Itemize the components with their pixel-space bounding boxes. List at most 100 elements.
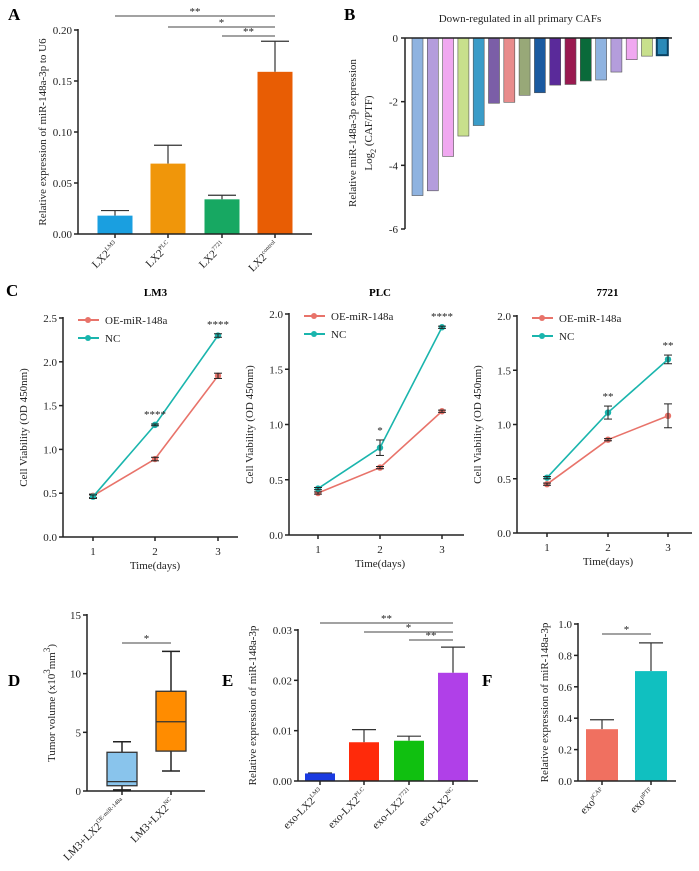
y-axis-label: Relative expression of miR-148a-3p to U6 — [37, 38, 49, 226]
significance-label: * — [406, 622, 412, 634]
x-category-label: LM3+LX2OE-miR-148a — [61, 796, 128, 863]
bar — [641, 37, 653, 57]
label-part: 7721 — [398, 787, 411, 800]
y-tick-label: 0.5 — [497, 474, 511, 486]
y-axis-label: Tumor volume (x103mm3) — [42, 644, 58, 762]
label-part: exo-LX2 — [326, 794, 363, 831]
y-axis-label: Cell Viability (OD 450nm) — [18, 368, 30, 487]
significance-label: * — [624, 624, 630, 636]
label-part: Tumor volume (x10 — [46, 673, 58, 762]
significance-label: * — [219, 17, 225, 29]
x-tick-label: 2 — [605, 542, 611, 554]
bar — [595, 37, 607, 81]
label-part: exo-LX2 — [417, 793, 454, 830]
label-part: LX2 — [197, 248, 220, 271]
significance-label: ** — [426, 630, 437, 642]
label-part: NC — [445, 787, 455, 797]
label-part: PLC — [158, 240, 170, 252]
bar — [472, 37, 485, 126]
y-tick-label: 0.0 — [269, 530, 283, 542]
label-part: LX2 — [90, 248, 113, 271]
x-category-label: exopPTF — [628, 786, 658, 816]
bar — [579, 37, 592, 82]
label-part: 7721 — [211, 240, 224, 253]
y-tick-label: 0.10 — [53, 127, 73, 139]
y-tick-label: 0.01 — [273, 726, 292, 738]
label-part: PLC — [354, 787, 366, 799]
bar — [349, 742, 379, 781]
x-tick-label: 1 — [315, 544, 321, 556]
significance-label: * — [144, 633, 150, 645]
x-category-label: LM3+LX2NC — [129, 797, 178, 846]
x-tick-label: 3 — [215, 546, 221, 558]
panel-letter-B: B — [344, 5, 355, 24]
legend-marker — [311, 331, 317, 337]
bar — [549, 37, 562, 86]
y-tick-label: 0.0 — [497, 528, 511, 540]
x-category-label: LX2PLC — [144, 240, 175, 271]
bar — [488, 37, 500, 104]
legend-marker — [539, 315, 545, 321]
y-tick-label: 0.20 — [53, 25, 73, 37]
x-category-label: exo-LX2LM3 — [281, 787, 326, 832]
y-tick-label: 0.05 — [53, 178, 73, 190]
y-axis-label: Cell Viability (OD 450nm) — [472, 365, 484, 484]
series-line — [546, 415, 669, 485]
bar — [438, 672, 468, 781]
significance-label: **** — [207, 319, 229, 331]
y-tick-label: 0.00 — [273, 776, 293, 788]
y-tick-label: 1.0 — [497, 420, 511, 432]
chart-title: 7721 — [597, 287, 619, 299]
bar — [503, 37, 516, 103]
y-tick-label: -6 — [389, 224, 399, 236]
bar — [518, 37, 531, 96]
label-part: LX2 — [144, 247, 167, 270]
legend-marker — [539, 333, 545, 339]
y-tick-label: 0.4 — [558, 713, 572, 725]
label-part: (CAF/PTF) — [363, 95, 375, 149]
legend-label: NC — [105, 333, 120, 345]
series-line — [317, 326, 443, 490]
label-part: LM3 — [309, 787, 322, 800]
bar — [257, 71, 293, 234]
panel-letter-A: A — [8, 5, 21, 24]
y-tick-label: 1.5 — [497, 365, 511, 377]
label-part: exo — [628, 796, 648, 816]
significance-label: ** — [603, 391, 614, 403]
y-tick-label: 0.5 — [43, 488, 57, 500]
significance-label: ** — [243, 26, 254, 38]
y-tick-label: 0.2 — [558, 745, 572, 757]
label-part: LM3 — [104, 240, 117, 253]
x-category-label: LX2LM3 — [90, 240, 121, 271]
y-tick-label: 2.0 — [269, 309, 283, 321]
label-part: mm — [46, 652, 58, 670]
x-tick-label: 3 — [439, 544, 445, 556]
label-part: control — [261, 239, 277, 255]
x-category-label: exopCAF — [578, 786, 609, 817]
significance-label: ** — [190, 6, 201, 18]
bar — [586, 729, 618, 781]
y-tick-label: 0.8 — [558, 650, 572, 662]
label-part: NC — [163, 797, 173, 807]
x-axis-label: Time(days) — [355, 558, 406, 570]
chart-title: Down-regulated in all primary CAFs — [439, 13, 602, 25]
legend-marker — [85, 335, 91, 341]
legend-label: OE-miR-148a — [105, 315, 167, 327]
label-part: LM3+LX2 — [129, 803, 172, 846]
bar — [564, 37, 577, 85]
x-axis-label: Time(days) — [583, 556, 634, 568]
label-part: LM3+LX2 — [61, 821, 104, 864]
y-axis-label: Relative expression of miR-148a-3p — [539, 622, 551, 782]
bar — [534, 37, 546, 94]
y-tick-label: 5 — [76, 727, 82, 739]
x-tick-label: 2 — [377, 544, 383, 556]
bar — [150, 163, 186, 234]
y-axis-label: Relative expression of miR-148a-3p — [247, 625, 259, 785]
label-part: Log — [363, 152, 375, 170]
label-part: pPTF — [639, 786, 653, 800]
y-tick-label: 0.0 — [43, 532, 57, 544]
x-category-label: LX2control — [246, 239, 281, 274]
y-tick-label: -4 — [389, 160, 399, 172]
series-line — [92, 375, 219, 497]
